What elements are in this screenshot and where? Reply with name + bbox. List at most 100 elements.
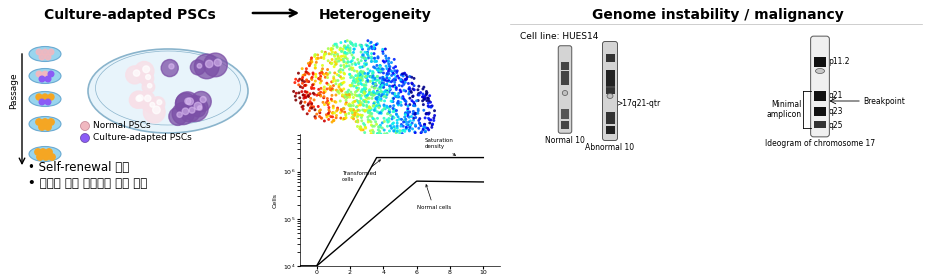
Point (420, 104, 435, 108)
Text: • 유사한 세포 형태학적 특성 유지: • 유사한 세포 형태학적 특성 유지 (28, 177, 147, 190)
Point (372, 104, 387, 108)
Point (349, 94, 364, 98)
Point (396, 128, 411, 132)
Point (380, 71, 394, 76)
Point (364, 56, 379, 61)
Point (342, 111, 357, 116)
Point (358, 83, 373, 87)
Point (355, 44, 369, 48)
Circle shape (42, 119, 48, 125)
Point (311, 91, 326, 95)
Point (365, 124, 380, 129)
Point (398, 99, 413, 104)
Point (367, 101, 382, 105)
Point (375, 85, 390, 89)
Point (397, 71, 412, 75)
Point (338, 116, 353, 120)
Point (354, 128, 369, 132)
Point (294, 89, 309, 94)
Point (362, 90, 377, 95)
Point (306, 71, 320, 75)
Point (404, 90, 419, 95)
Point (325, 50, 340, 54)
Point (407, 138, 422, 142)
Point (362, 74, 377, 79)
Circle shape (48, 71, 54, 77)
Point (396, 138, 411, 143)
Point (426, 116, 441, 120)
Point (380, 89, 394, 94)
Point (359, 79, 374, 84)
Point (376, 67, 391, 71)
Point (345, 112, 360, 116)
Point (380, 118, 394, 122)
Bar (561, 109, 569, 119)
Point (321, 113, 336, 117)
Point (357, 56, 371, 60)
Point (321, 105, 336, 110)
Point (424, 104, 439, 109)
Point (410, 139, 425, 143)
Point (418, 129, 432, 134)
Point (358, 94, 373, 99)
Point (336, 117, 351, 121)
Ellipse shape (29, 147, 61, 161)
Point (367, 46, 382, 51)
Point (357, 83, 371, 88)
Point (309, 56, 324, 61)
Circle shape (204, 53, 227, 77)
Point (334, 81, 349, 86)
Point (382, 65, 397, 69)
Point (376, 71, 391, 75)
Point (355, 82, 369, 87)
Point (419, 111, 434, 116)
Point (350, 124, 365, 129)
Point (332, 47, 347, 52)
Point (407, 111, 422, 115)
Point (370, 55, 385, 59)
Point (320, 72, 335, 76)
Point (373, 110, 388, 115)
Point (330, 52, 344, 57)
Point (295, 107, 310, 111)
Point (294, 99, 308, 104)
Point (343, 46, 357, 50)
Point (369, 43, 383, 47)
Point (348, 93, 363, 97)
Point (354, 50, 369, 54)
Point (326, 79, 341, 84)
Point (382, 79, 397, 84)
Point (402, 86, 417, 91)
Point (297, 73, 312, 77)
Point (417, 85, 432, 89)
Point (370, 137, 385, 141)
Point (339, 98, 354, 102)
Point (389, 87, 404, 92)
Circle shape (36, 49, 42, 55)
Point (360, 51, 375, 56)
Point (389, 86, 404, 90)
Point (352, 94, 367, 99)
Point (398, 112, 413, 116)
Point (380, 88, 394, 92)
Point (312, 109, 327, 113)
Point (298, 93, 313, 97)
Point (357, 109, 372, 113)
Point (359, 80, 374, 84)
Circle shape (153, 106, 160, 114)
Point (394, 136, 408, 140)
Point (370, 68, 385, 72)
Circle shape (169, 64, 174, 69)
Point (362, 96, 377, 100)
Point (357, 121, 371, 126)
Point (357, 130, 372, 135)
Point (305, 59, 319, 64)
Point (411, 91, 426, 96)
Point (373, 89, 388, 94)
Point (350, 115, 365, 119)
Point (382, 84, 397, 88)
Point (371, 95, 386, 99)
Point (331, 107, 345, 112)
Point (320, 67, 335, 72)
Point (422, 121, 437, 125)
